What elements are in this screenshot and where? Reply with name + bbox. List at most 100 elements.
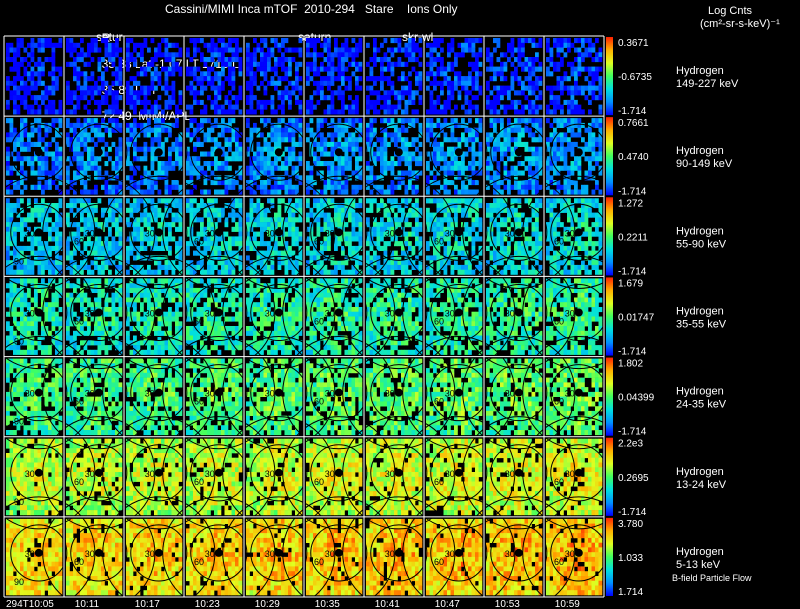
heatmap-cell [309,66,314,72]
heatmap-cell [454,76,458,82]
heatmap-cell [478,222,483,228]
heatmap-cell [567,118,571,124]
heatmap-cell [238,231,243,237]
heatmap-cell [436,57,441,63]
heatmap-cell [493,66,497,72]
heatmap-cell [433,42,437,48]
heatmap-cell [175,241,179,247]
heatmap-cell [48,42,52,48]
heatmap-cell [6,132,10,138]
heatmap-cell [189,269,194,275]
heatmap-cell [175,146,179,152]
heatmap-cell [507,184,511,190]
heatmap-cell [210,80,215,86]
heatmap-cell [306,165,310,171]
heatmap-cell [111,104,116,110]
heatmap-cell [401,198,405,204]
heatmap-cell [37,57,42,63]
heatmap-cell [507,241,511,247]
heatmap-cell [157,212,162,218]
heatmap-cell [221,118,225,124]
heatmap-cell [288,184,292,190]
heatmap-cell [394,61,398,67]
heatmap-cell [217,260,222,266]
heatmap-cell [560,104,564,110]
heatmap-cell [358,61,363,67]
heatmap-cell [129,38,134,44]
heatmap-cell [478,170,483,176]
heatmap-cell [58,38,63,44]
heatmap-cell [263,189,268,195]
heatmap-cell [394,203,398,209]
heatmap-cell [23,80,28,86]
heatmap-cell [440,231,444,237]
heatmap-cell [164,264,169,270]
heatmap-cell [23,118,28,124]
heatmap-cell [203,109,208,115]
heatmap-cell [249,264,254,270]
heatmap-cell [581,38,585,44]
heatmap-cell [440,141,444,147]
heatmap-cell [380,175,384,181]
heatmap-cell [203,207,208,213]
heatmap-cell [521,255,525,261]
heatmap-cell [598,118,603,124]
heatmap-cell [97,137,102,143]
heatmap-cell [306,127,310,133]
heatmap-cell [129,122,134,128]
heatmap-cell [549,90,554,96]
heatmap-cell [249,104,254,110]
heatmap-cell [549,255,554,261]
heatmap-cell [426,137,430,143]
heatmap-cell [34,42,38,48]
heatmap-cell [380,222,384,228]
heatmap-cell [108,104,112,110]
heatmap-cell [401,137,405,143]
heatmap-cell [73,109,77,115]
heatmap-cell [238,260,243,266]
heatmap-cell [373,141,377,147]
heatmap-cell [320,241,324,247]
heatmap-cell [58,180,63,186]
heatmap-cell [584,127,589,133]
heatmap-cell [313,269,317,275]
heatmap-cell [217,250,222,256]
heatmap-cell [598,156,603,162]
heatmap-cell [351,38,356,44]
heatmap-cell [507,212,511,218]
heatmap-cell [51,42,56,48]
heatmap-cell [44,151,49,157]
heatmap-cell [514,109,518,115]
heatmap-cell [524,217,529,223]
heatmap-cell [510,104,515,110]
heatmap-cell [104,180,109,186]
heatmap-cell [115,118,119,124]
heatmap-cell [574,80,578,86]
heatmap-cell [267,165,271,171]
heatmap-cell [468,80,472,86]
heatmap-cell [27,71,31,77]
heatmap-cell [521,90,525,96]
heatmap-cell [366,165,370,171]
heatmap-cell [560,47,564,53]
heatmap-cell [397,180,402,186]
heatmap-cell [591,42,596,48]
heatmap-cell [30,141,35,147]
heatmap-cell [298,109,303,115]
heatmap-cell [528,236,532,242]
heatmap-cell [214,212,218,218]
heatmap-cell [224,255,229,261]
heatmap-cell [231,151,236,157]
heatmap-cell [58,99,63,105]
heatmap-cell [133,104,137,110]
heatmap-cell [87,132,91,138]
heatmap-cell [313,151,317,157]
heatmap-cell [94,255,98,261]
heatmap-cell [489,212,494,218]
heatmap-cell [235,99,239,105]
heatmap-cell [351,122,356,128]
heatmap-cell [20,38,24,44]
heatmap-cell [51,66,56,72]
heatmap-cell [13,165,17,171]
heatmap-cell [496,109,501,115]
